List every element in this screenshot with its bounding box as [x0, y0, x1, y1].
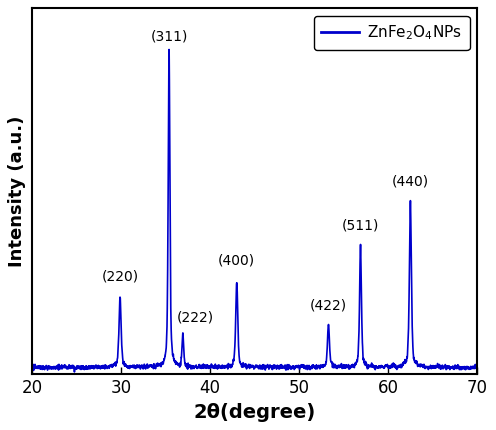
X-axis label: 2θ(degree): 2θ(degree) — [193, 402, 315, 422]
Text: (511): (511) — [342, 219, 379, 233]
Y-axis label: Intensity (a.u.): Intensity (a.u.) — [8, 116, 26, 267]
Text: (311): (311) — [150, 29, 187, 43]
Text: (440): (440) — [392, 174, 429, 188]
Text: (400): (400) — [218, 254, 255, 267]
Legend: ZnFe$_2$O$_4$NPs: ZnFe$_2$O$_4$NPs — [313, 16, 470, 50]
Text: (422): (422) — [310, 298, 347, 312]
Text: (222): (222) — [177, 311, 214, 325]
Text: (220): (220) — [102, 270, 138, 283]
